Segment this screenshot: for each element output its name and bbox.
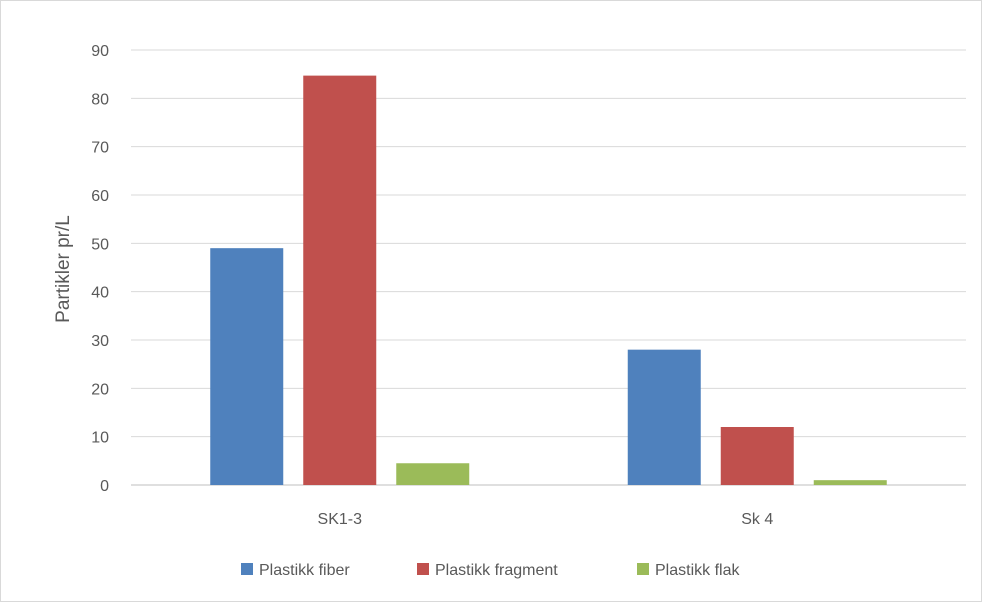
y-tick-label: 80 <box>91 91 109 108</box>
x-category-label: Sk 4 <box>741 511 773 528</box>
y-tick-label: 40 <box>91 285 109 302</box>
bar <box>396 463 470 485</box>
bar <box>210 248 284 485</box>
y-axis-title: Partikler pr/L <box>53 215 74 323</box>
legend-swatch <box>637 563 649 575</box>
legend-swatch <box>241 563 253 575</box>
legend: Plastikk fiber Plastikk fragment Plastikk … <box>241 562 740 579</box>
bar <box>720 427 794 485</box>
legend-label: Plastikk fragment <box>435 562 558 579</box>
legend-swatch <box>417 563 429 575</box>
y-tick-label: 70 <box>91 140 109 157</box>
bar <box>303 75 377 485</box>
y-tick-label: 20 <box>91 381 109 398</box>
y-tick-label: 60 <box>91 188 109 205</box>
legend-label: Plastikk fiber <box>259 562 350 579</box>
y-tick-label: 90 <box>91 43 109 60</box>
y-tick-label: 30 <box>91 333 109 350</box>
y-axis-ticks: 0 10 20 30 40 50 60 70 80 90 <box>91 43 109 495</box>
x-category-label: SK1-3 <box>318 511 363 528</box>
bar <box>813 480 887 485</box>
y-tick-label: 10 <box>91 430 109 447</box>
x-axis-categories: SK1-3 Sk 4 <box>318 511 774 528</box>
y-tick-label: 0 <box>100 478 109 495</box>
bars <box>210 75 887 485</box>
y-tick-label: 50 <box>91 236 109 253</box>
bar <box>627 349 701 485</box>
legend-label: Plastikk flak <box>655 562 740 579</box>
